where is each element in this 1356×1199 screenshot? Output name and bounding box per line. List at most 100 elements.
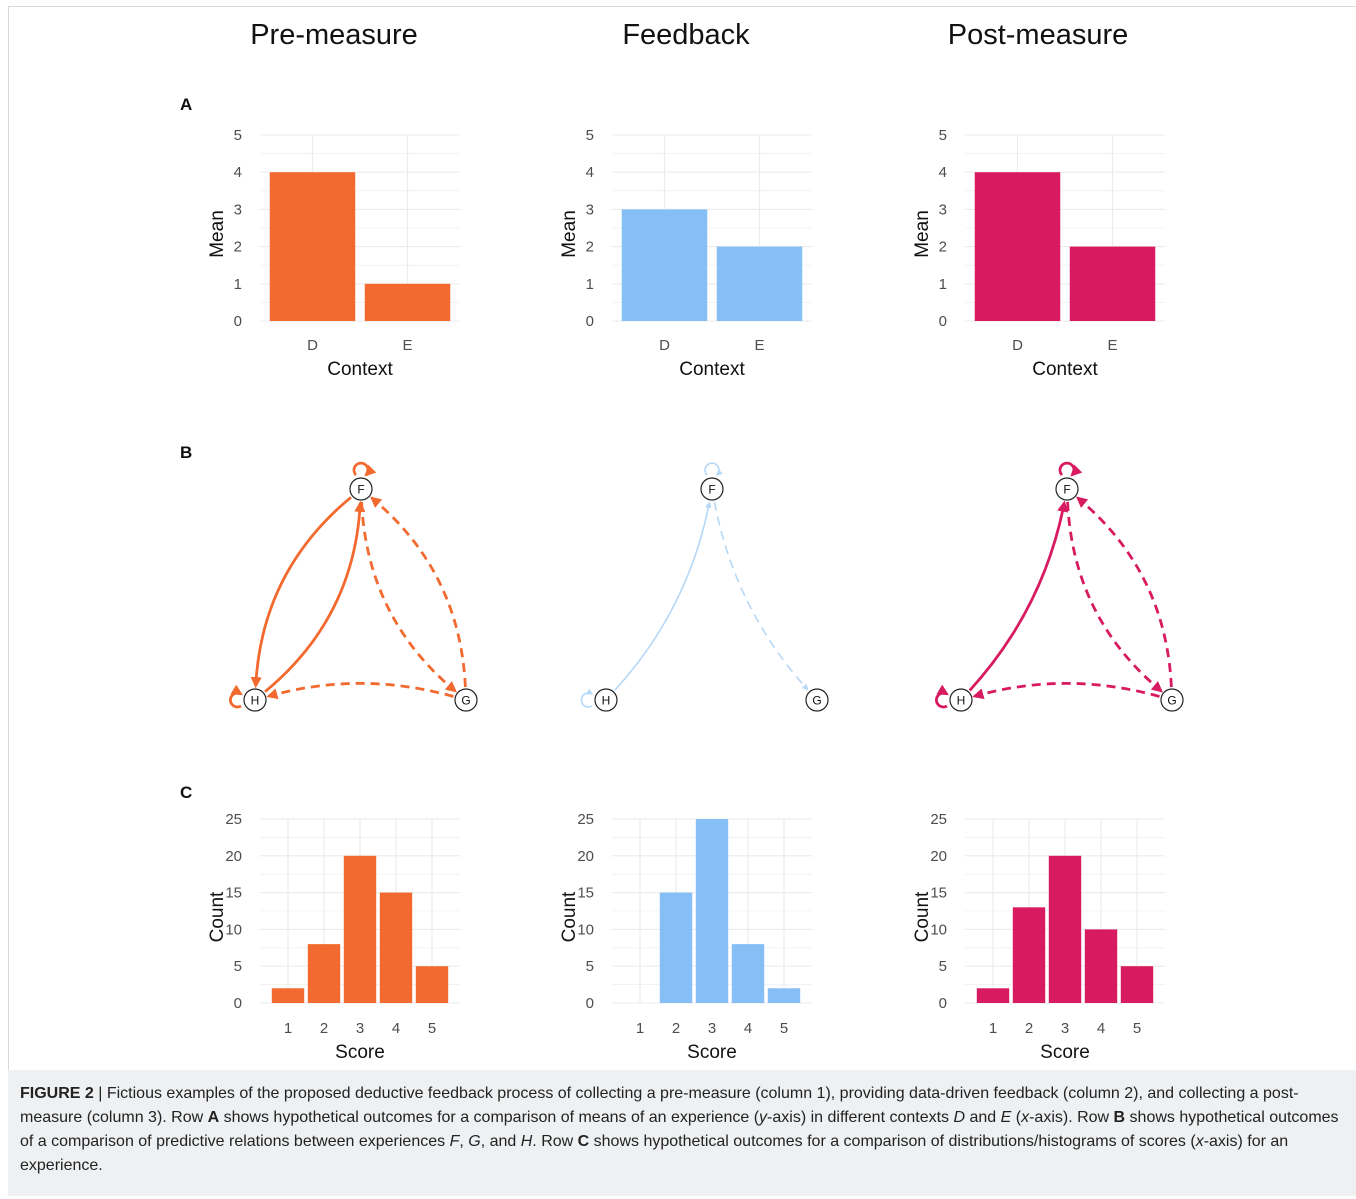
x-axis-label: Score bbox=[687, 1042, 737, 1063]
charts-layer: 0 1 2 3 4 5 D E Context Mean 0 1 2 3 4 5 D E Context Mean 0 1… bbox=[207, 127, 1165, 1063]
caption-segment: , bbox=[459, 1133, 469, 1150]
y-tick-label: 5 bbox=[234, 127, 242, 144]
y-tick-label: 3 bbox=[939, 201, 947, 218]
networks-layer: F G H F G H F G H bbox=[229, 461, 1184, 712]
node-label: H bbox=[602, 694, 611, 708]
y-tick-label: 4 bbox=[586, 164, 594, 181]
caption-box: FIGURE 2 | Fictious examples of the prop… bbox=[8, 1070, 1356, 1196]
y-axis-label: Mean bbox=[912, 210, 933, 258]
chart-panel-a-pre: 0 1 2 3 4 5 D E Context Mean bbox=[207, 127, 460, 380]
caption-segment: F bbox=[449, 1133, 460, 1150]
figure-caption: FIGURE 2 | Fictious examples of the prop… bbox=[20, 1082, 1344, 1178]
node-G: G bbox=[454, 688, 478, 712]
x-tick-label: 2 bbox=[320, 1020, 328, 1037]
caption-segment: and bbox=[965, 1109, 1001, 1126]
caption-segment: x bbox=[1021, 1109, 1030, 1126]
bar-1 bbox=[271, 988, 305, 1003]
y-tick-label: 10 bbox=[225, 921, 242, 938]
caption-segment: shows hypothetical outcomes of a compari… bbox=[20, 1109, 1339, 1150]
bar-3 bbox=[1048, 855, 1082, 1003]
y-tick-label: 0 bbox=[586, 995, 594, 1012]
edge-G-to-F bbox=[1076, 496, 1173, 688]
caption-segment: x bbox=[1195, 1133, 1204, 1150]
caption-separator: | bbox=[93, 1085, 107, 1102]
y-tick-label: 20 bbox=[577, 848, 594, 865]
node-F: F bbox=[1055, 477, 1079, 501]
y-tick-label: 25 bbox=[930, 811, 947, 828]
row-label-b: B bbox=[180, 443, 192, 462]
caption-segment: -axis) in different contexts bbox=[767, 1109, 954, 1126]
edge-H-to-H bbox=[229, 684, 243, 709]
edge-F-to-F bbox=[352, 461, 377, 477]
caption-segment: -axis) for an experience. bbox=[20, 1133, 1289, 1174]
node-F: F bbox=[349, 477, 373, 501]
x-tick-label: 1 bbox=[284, 1020, 292, 1037]
caption-segment: y bbox=[759, 1109, 768, 1126]
x-tick-label: 2 bbox=[1025, 1020, 1033, 1037]
caption-segment: D bbox=[953, 1109, 966, 1126]
edge-H-to-F bbox=[968, 500, 1069, 692]
node-label: G bbox=[812, 694, 821, 708]
caption-segment: G bbox=[468, 1133, 481, 1150]
x-tick-label: E bbox=[754, 337, 764, 354]
caption-segment: shows hypothetical outcomes for a compar… bbox=[219, 1109, 760, 1126]
x-tick-label: 1 bbox=[636, 1020, 644, 1037]
y-tick-label: 4 bbox=[234, 164, 242, 181]
edge-F-to-F bbox=[1058, 461, 1083, 477]
y-tick-label: 0 bbox=[234, 995, 242, 1012]
x-tick-label: D bbox=[659, 337, 670, 354]
y-axis-label: Mean bbox=[207, 210, 228, 258]
node-H: H bbox=[243, 688, 267, 712]
y-tick-label: 10 bbox=[930, 921, 947, 938]
y-axis-label: Mean bbox=[559, 210, 580, 258]
y-tick-label: 1 bbox=[939, 276, 947, 293]
node-label: G bbox=[1167, 694, 1176, 708]
column-title-post: Post-measure bbox=[948, 19, 1129, 51]
edge-H-to-F bbox=[264, 500, 366, 693]
edge-F-to-G bbox=[360, 501, 457, 693]
x-tick-label: 4 bbox=[392, 1020, 400, 1037]
x-tick-label: D bbox=[1012, 337, 1023, 354]
node-F: F bbox=[700, 477, 724, 501]
y-tick-label: 0 bbox=[234, 313, 242, 330]
y-axis-label: Count bbox=[207, 891, 228, 942]
chart-panel-a-feedback: 0 1 2 3 4 5 D E Context Mean bbox=[559, 127, 812, 380]
bar-5 bbox=[767, 988, 801, 1003]
x-tick-label: 3 bbox=[708, 1020, 716, 1037]
y-tick-label: 2 bbox=[586, 239, 594, 256]
node-label: F bbox=[708, 483, 715, 497]
y-tick-label: 1 bbox=[234, 276, 242, 293]
bar-2 bbox=[307, 944, 341, 1003]
bar-E bbox=[716, 246, 803, 321]
node-label: H bbox=[251, 694, 260, 708]
edge-F-to-G bbox=[713, 501, 809, 691]
y-tick-label: 5 bbox=[586, 127, 594, 144]
x-axis-label: Context bbox=[1032, 359, 1098, 380]
caption-segment: -axis). Row bbox=[1029, 1109, 1114, 1126]
chart-panel-a-post: 0 1 2 3 4 5 D E Context Mean bbox=[912, 127, 1165, 380]
caption-segment: H bbox=[520, 1133, 533, 1150]
caption-segment: , and bbox=[480, 1133, 521, 1150]
y-tick-label: 3 bbox=[586, 201, 594, 218]
y-tick-label: 20 bbox=[225, 848, 242, 865]
bar-D bbox=[269, 172, 356, 321]
x-tick-label: E bbox=[1107, 337, 1117, 354]
chart-panel-c-feedback: 0 5 10 15 20 25 1 2 3 4 5 Score Count bbox=[559, 811, 812, 1063]
column-title-feedback: Feedback bbox=[622, 19, 750, 51]
node-H: H bbox=[594, 688, 618, 712]
bar-1 bbox=[976, 988, 1010, 1003]
y-tick-label: 2 bbox=[234, 239, 242, 256]
x-tick-label: 3 bbox=[356, 1020, 364, 1037]
figure-frame bbox=[8, 6, 1356, 1196]
row-label-c: C bbox=[180, 783, 192, 802]
bar-4 bbox=[731, 944, 765, 1003]
y-axis-label: Count bbox=[559, 891, 580, 942]
y-tick-label: 25 bbox=[225, 811, 242, 828]
bar-E bbox=[364, 283, 451, 321]
caption-segment: C bbox=[577, 1133, 590, 1150]
x-tick-label: 5 bbox=[780, 1020, 788, 1037]
y-tick-label: 1 bbox=[586, 276, 594, 293]
y-axis-label: Count bbox=[912, 891, 933, 942]
caption-segment: Fictious examples of the proposed deduct… bbox=[20, 1085, 1299, 1126]
bar-E bbox=[1069, 246, 1156, 321]
